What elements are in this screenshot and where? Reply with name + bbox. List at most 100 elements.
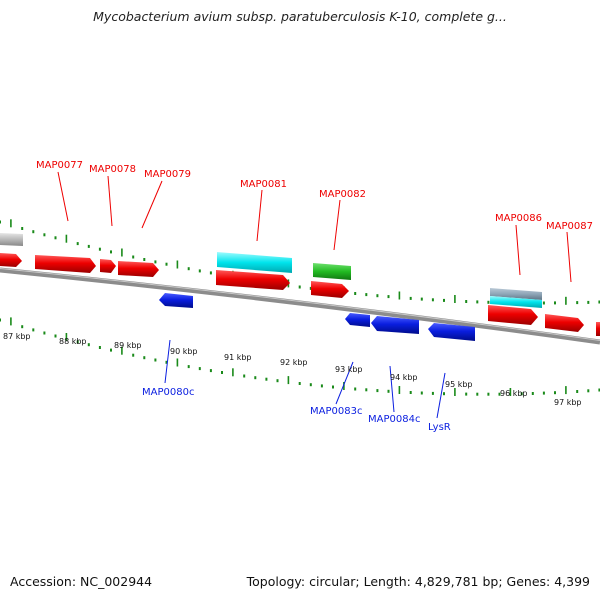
forward-track-tick xyxy=(43,233,46,237)
label-map0082: MAP0082 xyxy=(319,189,366,200)
forward-track-tick xyxy=(76,242,79,246)
forward-track-tick xyxy=(165,262,168,266)
reverse-track-tick xyxy=(298,382,301,385)
leader-map0079 xyxy=(141,180,163,229)
reverse-track-tick xyxy=(276,379,279,383)
reverse-track-tick xyxy=(254,376,257,380)
map-title: Mycobacterium avium subsp. paratuberculo… xyxy=(93,9,507,24)
kbp-label-91: 91 kbp xyxy=(224,353,252,362)
label-map0080c: MAP0080c xyxy=(142,387,194,398)
reverse-track-tick xyxy=(32,328,35,332)
forward-track-tick xyxy=(487,300,490,304)
reverse-track-tick xyxy=(187,365,190,369)
forward-track-tick xyxy=(0,220,1,224)
gene-labels: MAP0077 MAP0078 MAP0079 MAP0081 MAP0082 … xyxy=(36,160,593,433)
reverse-track-tick xyxy=(454,388,456,396)
reverse-track-tick xyxy=(498,392,501,396)
reverse-track-tick xyxy=(598,388,600,392)
reverse-track-tick xyxy=(476,392,479,396)
forward-track-tick xyxy=(409,296,412,300)
forward-track-tick xyxy=(198,269,201,273)
forward-track-tick xyxy=(143,258,146,261)
forward-track-tick xyxy=(354,292,357,295)
forward-track-tick xyxy=(98,247,101,251)
forward-track-tick xyxy=(542,301,545,305)
forward-track-tick xyxy=(376,294,379,298)
forward-track-tick xyxy=(110,250,112,254)
reverse-track-tick xyxy=(209,369,212,373)
feature-cyan-map0086 xyxy=(490,296,542,308)
kbp-label-88: 88 kbp xyxy=(59,337,87,346)
reverse-track-tick xyxy=(587,389,590,393)
forward-track-tick xyxy=(465,300,468,303)
reverse-track-tick xyxy=(531,392,534,395)
kbp-label-89: 89 kbp xyxy=(114,341,142,350)
reverse-track-tick xyxy=(387,389,390,393)
reverse-track-tick xyxy=(287,376,290,385)
reverse-track-tick xyxy=(265,377,268,381)
leader-map0087 xyxy=(566,231,572,283)
reverse-track-tick xyxy=(398,386,401,394)
forward-track-tick xyxy=(565,296,567,305)
kbp-scale-labels: 87 kbp 88 kbp 89 kbp 90 kbp 91 kbp 92 kb… xyxy=(3,332,582,407)
reverse-track-tick xyxy=(376,389,379,393)
forward-track-tick xyxy=(32,230,35,234)
reverse-track-tick xyxy=(520,392,523,396)
forward-track-tick xyxy=(87,244,90,248)
label-map0086: MAP0086 xyxy=(495,213,542,224)
forward-track-tick xyxy=(154,260,157,264)
label-map0077: MAP0077 xyxy=(36,160,83,171)
reverse-track-tick xyxy=(309,383,312,387)
reverse-track-tick xyxy=(554,391,556,395)
reverse-track-tick xyxy=(21,325,24,329)
gene-arrow-map0088 xyxy=(596,322,600,336)
reverse-track-tick xyxy=(143,356,146,360)
label-lysr: LysR xyxy=(428,422,451,433)
label-map0081: MAP0081 xyxy=(240,179,287,190)
reverse-track-tick xyxy=(576,390,579,393)
reverse-track-tick xyxy=(443,392,445,396)
forward-track-tick xyxy=(598,300,600,304)
reverse-track-tick xyxy=(76,340,79,344)
reverse-track-tick xyxy=(198,367,201,371)
genome-summary-text: Topology: circular; Length: 4,829,781 bp… xyxy=(246,574,590,589)
forward-track-tick xyxy=(21,227,24,230)
forward-track-tick xyxy=(387,295,390,299)
forward-track-tick xyxy=(576,301,579,305)
gene-arrow-map0083a xyxy=(345,313,370,327)
reverse-track-tick xyxy=(87,343,90,347)
reverse-track-tick xyxy=(509,388,512,396)
label-map0079: MAP0079 xyxy=(144,169,191,180)
forward-track-tick xyxy=(132,255,135,259)
label-map0078: MAP0078 xyxy=(89,164,136,175)
leader-map0080c xyxy=(164,339,171,384)
forward-track-tick xyxy=(443,298,445,302)
reverse-track-tick xyxy=(0,318,1,322)
reverse-track-tick xyxy=(10,317,12,326)
reverse-track-tick xyxy=(221,371,223,374)
forward-track-tick xyxy=(431,298,434,302)
leader-map0082 xyxy=(333,199,341,251)
kbp-label-90: 90 kbp xyxy=(170,347,198,356)
forward-track-tick xyxy=(298,285,301,289)
gene-arrow-map0083c xyxy=(371,316,419,334)
kbp-label-97: 97 kbp xyxy=(554,398,582,407)
kbp-label-94: 94 kbp xyxy=(390,373,418,382)
leader-map0081 xyxy=(256,189,263,242)
forward-track-tick xyxy=(454,295,456,303)
label-leaders xyxy=(57,171,572,419)
reverse-track-tick xyxy=(110,348,112,352)
reverse-track-tick xyxy=(487,392,490,396)
forward-track-tick xyxy=(398,291,401,300)
reverse-track-tick xyxy=(354,387,357,391)
reverse-track-tick xyxy=(243,374,246,378)
gene-arrow-map0079 xyxy=(118,261,159,277)
kbp-label-96: 96 kbp xyxy=(500,389,528,398)
forward-track-tick xyxy=(209,271,212,275)
reverse-track-tick xyxy=(132,353,135,357)
gene-arrow-map0086 xyxy=(488,305,538,325)
reverse-track-tick xyxy=(121,346,123,355)
forward-track-tick xyxy=(309,286,312,290)
gene-arrow-map0080c xyxy=(159,293,193,308)
gene-arrow-map0087 xyxy=(545,314,584,332)
